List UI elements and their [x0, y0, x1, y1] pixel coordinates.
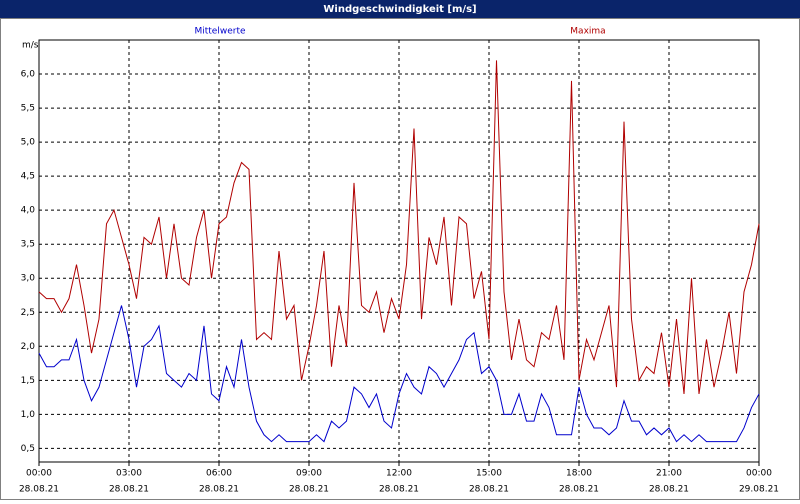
x-tick-label: 06:00 — [206, 469, 232, 479]
x-tick-date: 28.08.21 — [289, 485, 329, 495]
x-tick-date: 29.08.21 — [739, 485, 779, 495]
y-tick-label: 6,0 — [21, 70, 36, 80]
legend-entry: Maxima — [570, 27, 605, 37]
y-tick-label: 4,5 — [21, 172, 35, 182]
y-tick-label: 2,5 — [21, 308, 35, 318]
y-tick-label: 3,0 — [21, 274, 36, 284]
x-tick-label: 12:00 — [386, 469, 412, 479]
y-tick-label: 1,5 — [21, 376, 35, 386]
y-tick-label: 5,5 — [21, 104, 35, 114]
x-tick-date: 28.08.21 — [19, 485, 59, 495]
x-tick-label: 15:00 — [476, 469, 502, 479]
y-tick-label: 1,0 — [21, 410, 36, 420]
x-tick-label: 21:00 — [656, 469, 682, 479]
x-tick-label: 09:00 — [296, 469, 322, 479]
y-tick-label: 4,0 — [21, 206, 36, 216]
x-tick-date: 28.08.21 — [109, 485, 149, 495]
y-tick-label: 5,0 — [21, 138, 36, 148]
data-line — [38, 60, 760, 395]
chart-title: Windgeschwindigkeit [m/s] — [323, 4, 476, 15]
y-axis-label: m/s — [22, 41, 39, 51]
x-tick-date: 28.08.21 — [649, 485, 689, 495]
data-line — [38, 305, 760, 443]
x-tick-date: 28.08.21 — [379, 485, 419, 495]
x-tick-label: 00:00 — [26, 469, 52, 479]
y-tick-label: 0,5 — [21, 444, 35, 454]
x-tick-date: 28.08.21 — [469, 485, 509, 495]
title-bar — [0, 0, 800, 18]
x-tick-date: 28.08.21 — [199, 485, 239, 495]
x-tick-date: 28.08.21 — [559, 485, 599, 495]
x-tick-label: 18:00 — [566, 469, 592, 479]
y-tick-label: 3,5 — [21, 240, 35, 250]
x-tick-label: 00:00 — [746, 469, 772, 479]
y-tick-label: 2,0 — [21, 342, 36, 352]
legend-entry: Mittelwerte — [194, 27, 245, 37]
x-tick-label: 03:00 — [116, 469, 142, 479]
